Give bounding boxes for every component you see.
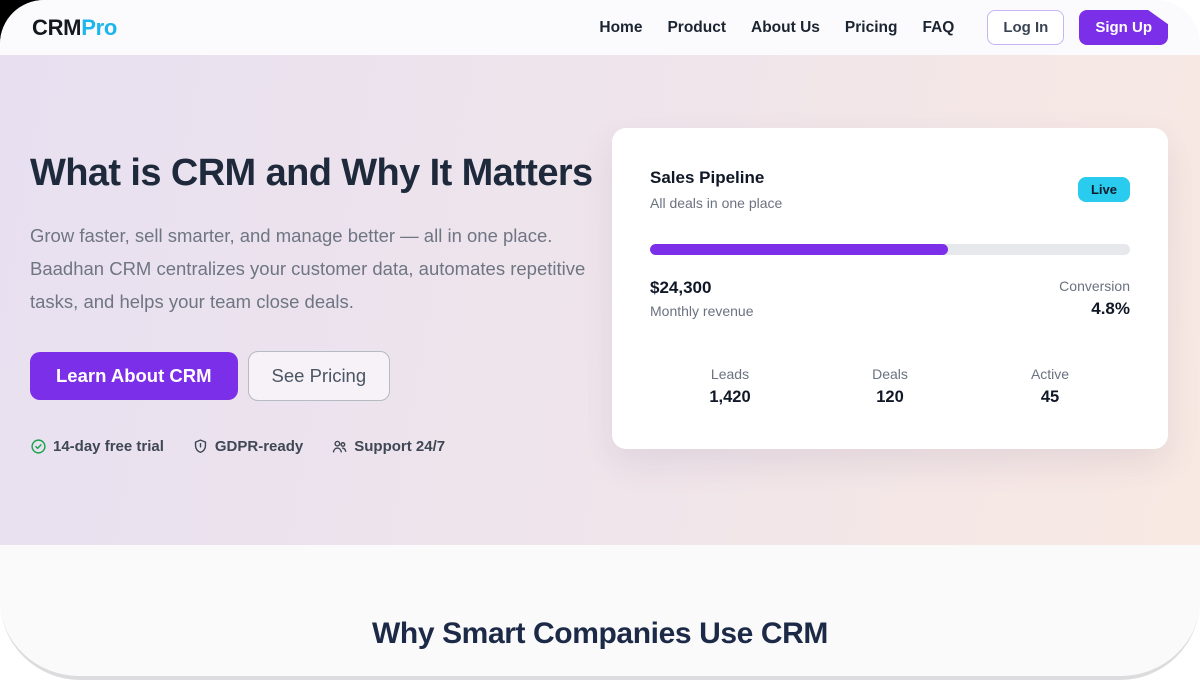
nav-item-home[interactable]: Home <box>599 18 643 36</box>
auth-buttons: Log In Sign Up <box>987 10 1168 45</box>
hero-content: What is CRM and Why It Matters Grow fast… <box>30 151 630 455</box>
login-button[interactable]: Log In <box>987 10 1065 45</box>
stat-leads: Leads 1,420 <box>650 366 810 407</box>
stat-label: Leads <box>710 366 750 382</box>
see-pricing-button[interactable]: See Pricing <box>247 350 391 401</box>
sales-pipeline-card: Sales Pipeline All deals in one place Li… <box>612 128 1168 449</box>
shield-icon <box>192 438 209 455</box>
trust-item-free-trial: 14-day free trial <box>30 438 164 455</box>
live-status-badge: Live <box>1077 177 1130 202</box>
learn-about-crm-button[interactable]: Learn About CRM <box>30 351 238 400</box>
stat-value: 45 <box>1040 388 1060 406</box>
monthly-revenue-block: $24,300 Monthly revenue <box>650 278 754 319</box>
trust-item-support: Support 24/7 <box>331 438 445 455</box>
nav-links: Home Product About Us Pricing FAQ <box>599 19 954 37</box>
stat-label: Deals <box>872 366 908 382</box>
stat-label: Active <box>1030 366 1070 382</box>
stat-value: 1,420 <box>709 388 751 406</box>
people-icon <box>331 438 348 455</box>
progress-fill <box>650 244 948 255</box>
nav-item-product[interactable]: Product <box>667 18 727 36</box>
nav-item-pricing[interactable]: Pricing <box>844 18 898 36</box>
logo-text-crm: CRM <box>32 14 82 40</box>
conversion-block: Conversion 4.8% <box>1059 278 1130 319</box>
pipeline-stats-row: Leads 1,420 Deals 120 Active 45 <box>650 366 1130 407</box>
stat-value: 120 <box>876 388 904 406</box>
top-navbar: CRMPro Home Product About Us Pricing FAQ… <box>0 0 1200 55</box>
trust-item-label: 14-day free trial <box>53 437 164 455</box>
trust-badges: 14-day free trial GDPR-ready Support 24/… <box>30 438 630 455</box>
pipeline-progress-track <box>650 244 1130 255</box>
conversion-label: Conversion <box>1059 278 1130 294</box>
hero-cta-row: Learn About CRM See Pricing <box>30 350 630 401</box>
trust-item-label: Support 24/7 <box>354 437 446 455</box>
pipeline-card-subtitle: All deals in one place <box>650 195 783 211</box>
signup-button[interactable]: Sign Up <box>1079 10 1168 45</box>
trust-item-gdpr: GDPR-ready <box>192 438 303 455</box>
stat-active: Active 45 <box>970 366 1130 407</box>
trust-item-label: GDPR-ready <box>214 437 304 455</box>
nav-item-faq[interactable]: FAQ <box>922 18 955 36</box>
monthly-revenue-label: Monthly revenue <box>650 303 754 319</box>
hero-description: Grow faster, sell smarter, and manage be… <box>30 224 586 312</box>
section-title: Why Smart Companies Use CRM <box>372 617 828 650</box>
revenue-row: $24,300 Monthly revenue Conversion 4.8% <box>650 278 1130 319</box>
monthly-revenue-value: $24,300 <box>650 278 712 297</box>
pipeline-card-header: Sales Pipeline All deals in one place Li… <box>650 168 1130 211</box>
pipeline-card-title: Sales Pipeline <box>650 168 765 187</box>
page-title: What is CRM and Why It Matters <box>30 152 593 194</box>
conversion-value: 4.8% <box>1091 299 1130 318</box>
check-circle-icon <box>30 438 47 455</box>
nav-item-about-us[interactable]: About Us <box>751 18 820 36</box>
why-crm-section: Why Smart Companies Use CRM <box>0 545 1200 676</box>
logo-text-pro: Pro <box>81 14 117 40</box>
hero-section: What is CRM and Why It Matters Grow fast… <box>0 55 1200 545</box>
pipeline-card-titles: Sales Pipeline All deals in one place <box>650 168 782 211</box>
stat-deals: Deals 120 <box>810 366 970 407</box>
brand-logo[interactable]: CRMPro <box>32 15 117 41</box>
